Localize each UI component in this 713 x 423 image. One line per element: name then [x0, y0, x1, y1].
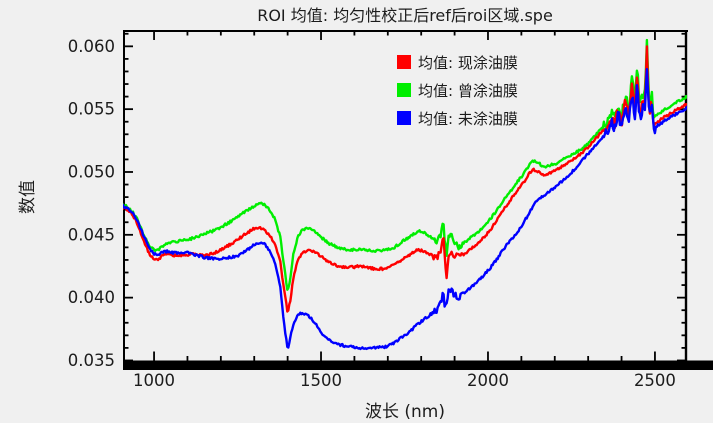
legend-label: 均值: 未涂油膜: [418, 109, 518, 128]
x-tick-label: 2000: [467, 371, 509, 390]
y-tick-label: 0.060: [68, 37, 115, 56]
legend-item: 均值: 未涂油膜: [397, 104, 518, 132]
y-tick-label: 0.045: [68, 225, 115, 244]
x-axis-label: 波长 (nm): [364, 402, 445, 422]
legend-label: 均值: 曾涂油膜: [418, 81, 518, 100]
series-line-2: [123, 68, 687, 351]
legend-swatch: [397, 83, 411, 97]
legend-item: 均值: 现涂油膜: [397, 48, 518, 76]
bottom-spine-bar: [123, 360, 713, 370]
series-line-0: [123, 45, 687, 313]
y-tick-label: 0.055: [68, 100, 115, 119]
x-tick-label: 2500: [634, 371, 676, 390]
y-axis-label: 数值: [18, 180, 38, 214]
legend: 均值: 现涂油膜 均值: 曾涂油膜 均值: 未涂油膜: [397, 48, 518, 132]
y-tick-label: 0.035: [68, 351, 115, 370]
y-tick-label: 0.050: [68, 162, 115, 181]
chart-title: ROI 均值: 均匀性校正后ref后roi区域.spe: [257, 6, 553, 25]
legend-label: 均值: 现涂油膜: [418, 53, 518, 72]
legend-swatch: [397, 55, 411, 69]
x-tick-label: 1000: [133, 371, 175, 390]
y-tick-label: 0.040: [68, 288, 115, 307]
legend-swatch: [397, 111, 411, 125]
legend-item: 均值: 曾涂油膜: [397, 76, 518, 104]
x-tick-label: 1500: [300, 371, 342, 390]
series-line-1: [123, 38, 687, 291]
